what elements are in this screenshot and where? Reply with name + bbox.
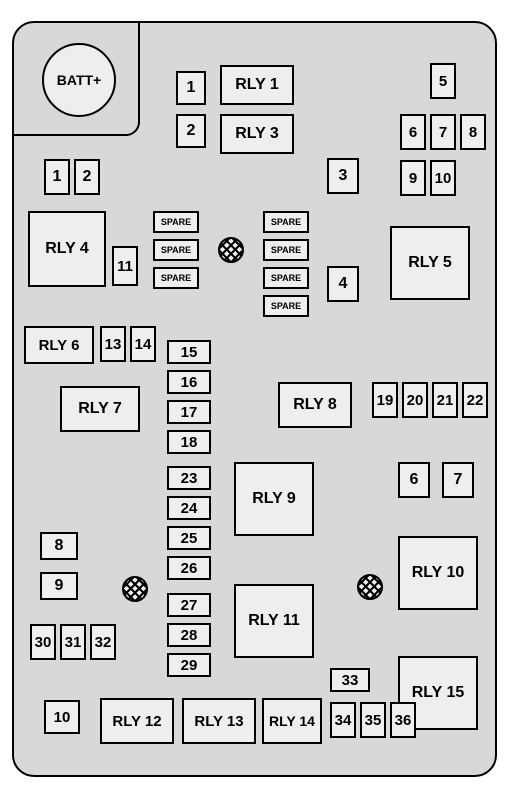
fuse-30: 30 [30,624,56,660]
rly-12: RLY 12 [100,698,174,744]
fuse-18: 18 [167,430,211,454]
spare-r3: SPARE [263,267,309,289]
fuse-6: 6 [400,114,426,150]
rly-3: RLY 3 [220,114,294,154]
fuse-32: 32 [90,624,116,660]
spare-l3: SPARE [153,267,199,289]
fuse-15: 15 [167,340,211,364]
fuse-20: 20 [402,382,428,418]
rly-11: RLY 11 [234,584,314,658]
fuse-33: 33 [330,668,370,692]
fuse-14: 14 [130,326,156,362]
spare-l2: SPARE [153,239,199,261]
fuse-17: 17 [167,400,211,424]
spare-l1: SPARE [153,211,199,233]
fuse-29: 29 [167,653,211,677]
spare-r1: SPARE [263,211,309,233]
hatch-circle-1 [218,237,244,263]
fuse-16: 16 [167,370,211,394]
fuse-35: 35 [360,702,386,738]
fuse-3: 3 [327,158,359,194]
rly-8: RLY 8 [278,382,352,428]
fuse-8b: 8 [40,532,78,560]
fuse-7: 7 [430,114,456,150]
fuse-34: 34 [330,702,356,738]
fuse-10: 10 [430,160,456,196]
fuse-27: 27 [167,593,211,617]
diagram-canvas: BATT+1RLY 12RLY 35678910123RLY 411SPARES… [0,0,507,799]
fuse-7b: 7 [442,462,474,498]
hatch-circle-2 [122,576,148,602]
fuse-9b: 9 [40,572,78,600]
fuse-10b: 10 [44,700,80,734]
rly-10: RLY 10 [398,536,478,610]
fuse-23: 23 [167,466,211,490]
spare-r4: SPARE [263,295,309,317]
rly-6: RLY 6 [24,326,94,364]
fuse-13: 13 [100,326,126,362]
fuse-1-left: 1 [44,159,70,195]
fuse-2-top: 2 [176,114,206,148]
fuse-11: 11 [112,246,138,286]
battery-circle: BATT+ [42,43,116,117]
fuse-8: 8 [460,114,486,150]
spare-r2: SPARE [263,239,309,261]
rly-9: RLY 9 [234,462,314,536]
rly-5: RLY 5 [390,226,470,300]
hatch-circle-3 [357,574,383,600]
fuse-4: 4 [327,266,359,302]
rly-13: RLY 13 [182,698,256,744]
fuse-24: 24 [167,496,211,520]
rly-1: RLY 1 [220,65,294,105]
rly-14: RLY 14 [262,698,322,744]
fuse-25: 25 [167,526,211,550]
fuse-2-left: 2 [74,159,100,195]
fuse-19: 19 [372,382,398,418]
rly-7: RLY 7 [60,386,140,432]
fuse-31: 31 [60,624,86,660]
fuse-1-top: 1 [176,71,206,105]
rly-4: RLY 4 [28,211,106,287]
fuse-26: 26 [167,556,211,580]
fuse-36: 36 [390,702,416,738]
fuse-22: 22 [462,382,488,418]
fuse-21: 21 [432,382,458,418]
fuse-5: 5 [430,63,456,99]
fuse-6b: 6 [398,462,430,498]
fuse-28: 28 [167,623,211,647]
fuse-9: 9 [400,160,426,196]
